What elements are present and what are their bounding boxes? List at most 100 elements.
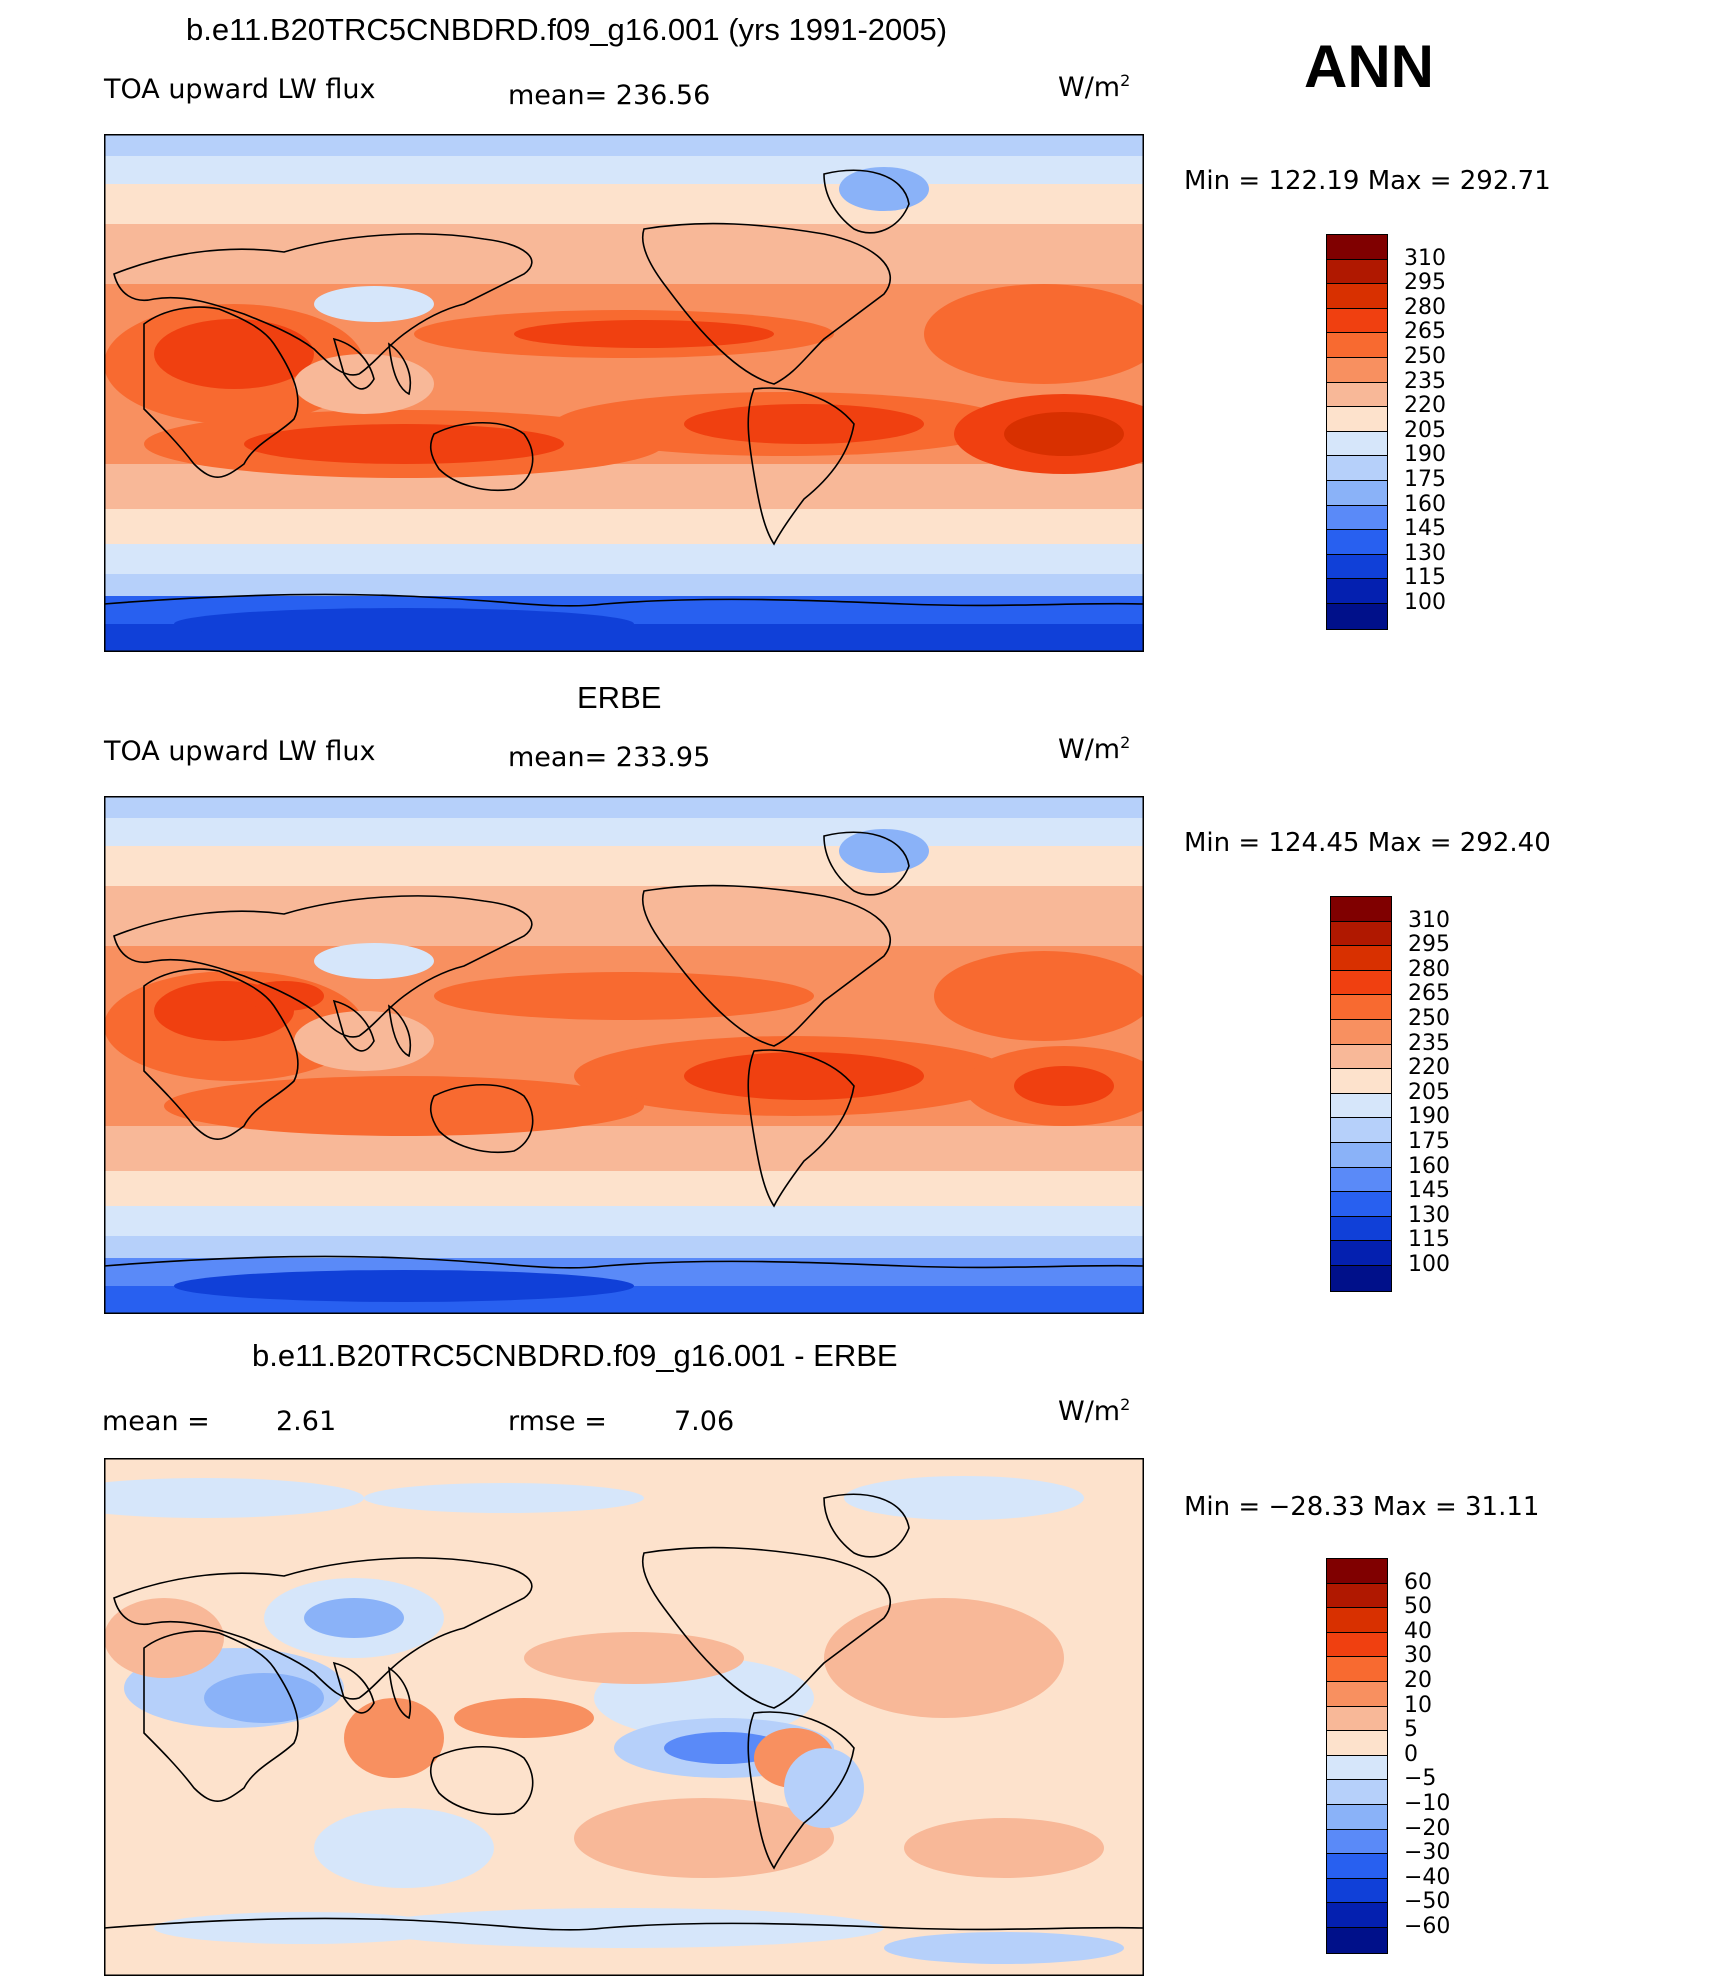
coastline [143,306,299,478]
colorbar-swatch [1327,1829,1387,1855]
colorbar-tick-label: 100 [1408,1252,1450,1277]
coastline [113,1557,533,1700]
field-contour [904,1818,1104,1878]
colorbar-tick-label: 265 [1408,981,1450,1007]
field-contour [314,286,434,322]
colorbar-tick-label: 190 [1404,442,1446,468]
colorbar-swatch [1327,308,1387,334]
coastline [429,1083,534,1154]
field-contour [684,404,924,444]
colorbar-swatch [1327,579,1387,604]
colorbar-tick-label: 310 [1408,907,1450,933]
colorbar-tick-label: 145 [1408,1178,1450,1204]
field-contour [154,1912,454,1944]
field-band [104,184,1144,224]
colorbar-tick-label: −60 [1404,1914,1451,1939]
colorbar-tick-label: 220 [1408,1055,1450,1081]
colorbar-swatch [1331,1093,1391,1119]
colorbar-swatch [1327,1780,1387,1805]
colorbar-swatch [1327,357,1387,383]
colorbar-tick-label: 10 [1404,1692,1432,1718]
colorbar-tick-label: 280 [1408,956,1450,982]
panel3-colorbar [1326,1558,1388,1954]
coastline [104,1255,1144,1314]
colorbar-tick-label: 40 [1404,1618,1432,1644]
colorbar-swatch [1331,1019,1391,1045]
panel3-minmax: Min = −28.33 Max = 31.11 [1184,1492,1540,1522]
field-contour [314,1808,494,1888]
field-band [104,846,1144,886]
coastline [332,337,375,390]
field-contour [684,1052,924,1100]
field-contour [304,1598,404,1638]
colorbar-tick-label: 175 [1404,467,1446,492]
coastline [388,1666,411,1720]
field-band [104,796,1144,818]
coastline [143,1630,299,1802]
colorbar-tick-label: 0 [1404,1741,1418,1767]
colorbar-swatch [1327,505,1387,531]
colorbar-tick-label: 145 [1404,516,1446,542]
field-contour [344,1698,444,1778]
colorbar-swatch [1331,1167,1391,1193]
coastline [143,968,299,1140]
coastline [823,831,910,896]
colorbar-swatch [1327,382,1387,408]
colorbar-swatch [1327,1804,1387,1830]
field-contour [524,1632,744,1684]
field-band [104,509,1144,544]
panel2-title: ERBE [577,680,662,715]
case-title: b.e11.B20TRC5CNBDRD.f09_g16.001 (yrs 199… [186,12,948,47]
panel3-units: W/m2 [1058,1395,1131,1427]
colorbar-swatch [1331,1265,1391,1291]
field-contour [364,1908,884,1948]
colorbar-tick-label: −20 [1404,1815,1451,1841]
colorbar-swatch [1327,1878,1387,1904]
field-band [104,156,1144,184]
colorbar-swatch [1327,431,1387,457]
map-frame [104,134,1144,652]
colorbar-tick-label: 295 [1408,932,1450,958]
field-contour [1004,412,1124,456]
coastline [642,1546,891,1709]
panel1-variable: TOA upward LW flux [104,74,376,105]
colorbar-tick-label: −40 [1404,1864,1451,1890]
colorbar-swatch [1327,1927,1387,1953]
field-contour [824,1598,1064,1718]
colorbar-tick-label: 160 [1408,1153,1450,1179]
coastline [429,421,534,492]
colorbar-swatch [1327,1854,1387,1879]
coastline [429,1745,534,1816]
coastline [332,1661,375,1714]
colorbar-tick-label: 100 [1404,590,1446,615]
panel2-variable: TOA upward LW flux [104,736,376,767]
colorbar-swatch [1327,259,1387,285]
colorbar-swatch [1331,1118,1391,1143]
field-band [104,1126,1144,1171]
panel3-mean-label: mean = [102,1406,210,1437]
map-frame [104,796,1144,1314]
colorbar-swatch [1331,1069,1391,1094]
panel3-rmse-label: rmse = [508,1406,607,1437]
field-band [104,1171,1144,1206]
field-band [104,134,1144,156]
colorbar-swatch [1327,554,1387,580]
coastline [642,222,891,385]
colorbar-swatch [1331,1241,1391,1266]
colorbar-tick-label: 115 [1408,1227,1450,1253]
colorbar-swatch [1331,921,1391,947]
panel2-map [104,796,1144,1314]
coastline [104,1917,1144,1976]
map-svg [104,134,1144,652]
colorbar-swatch [1331,1142,1391,1168]
field-band [104,1206,1144,1236]
colorbar-tick-label: 235 [1408,1030,1450,1056]
colorbar-tick-label: 160 [1404,491,1446,517]
panel1-units: W/m2 [1058,71,1131,103]
colorbar-swatch [1327,235,1387,260]
colorbar-tick-label: 130 [1408,1202,1450,1228]
field-contour [364,1483,644,1513]
panel3-title: b.e11.B20TRC5CNBDRD.f09_g16.001 - ERBE [252,1338,898,1373]
colorbar-tick-label: 220 [1404,393,1446,419]
field-band [104,544,1144,574]
